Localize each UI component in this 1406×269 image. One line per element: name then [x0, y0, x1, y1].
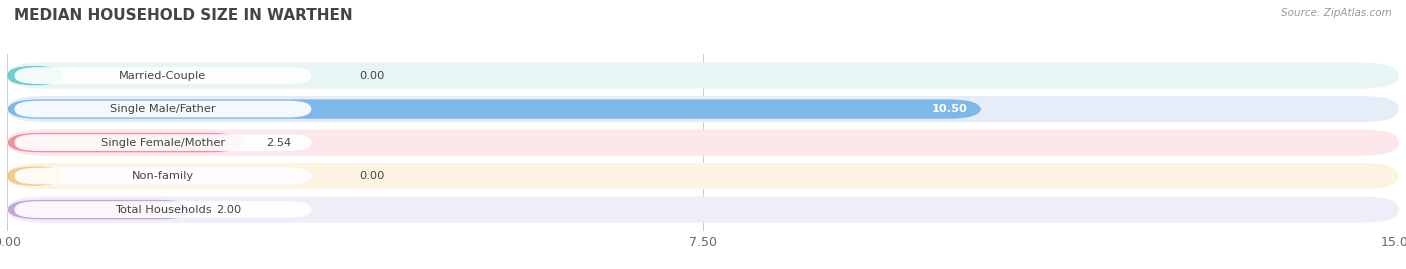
Text: Source: ZipAtlas.com: Source: ZipAtlas.com	[1281, 8, 1392, 18]
Text: 2.00: 2.00	[217, 204, 240, 215]
FancyBboxPatch shape	[7, 196, 1399, 223]
Text: 0.00: 0.00	[360, 171, 385, 181]
FancyBboxPatch shape	[14, 168, 311, 185]
FancyBboxPatch shape	[14, 201, 311, 218]
Text: MEDIAN HOUSEHOLD SIZE IN WARTHEN: MEDIAN HOUSEHOLD SIZE IN WARTHEN	[14, 8, 353, 23]
Text: Single Female/Mother: Single Female/Mother	[101, 137, 225, 148]
FancyBboxPatch shape	[7, 96, 1399, 122]
Text: Non-family: Non-family	[132, 171, 194, 181]
FancyBboxPatch shape	[14, 134, 311, 151]
Text: 2.54: 2.54	[266, 137, 291, 148]
FancyBboxPatch shape	[14, 67, 311, 84]
Text: Total Households: Total Households	[115, 204, 211, 215]
FancyBboxPatch shape	[7, 62, 1399, 89]
FancyBboxPatch shape	[14, 101, 311, 118]
FancyBboxPatch shape	[7, 133, 243, 152]
FancyBboxPatch shape	[7, 163, 1399, 189]
Text: 0.00: 0.00	[360, 70, 385, 81]
FancyBboxPatch shape	[7, 66, 63, 85]
Text: Married-Couple: Married-Couple	[120, 70, 207, 81]
FancyBboxPatch shape	[7, 166, 63, 186]
Text: Single Male/Father: Single Male/Father	[110, 104, 215, 114]
FancyBboxPatch shape	[7, 200, 193, 219]
Text: 10.50: 10.50	[932, 104, 967, 114]
FancyBboxPatch shape	[7, 99, 981, 119]
FancyBboxPatch shape	[7, 129, 1399, 156]
